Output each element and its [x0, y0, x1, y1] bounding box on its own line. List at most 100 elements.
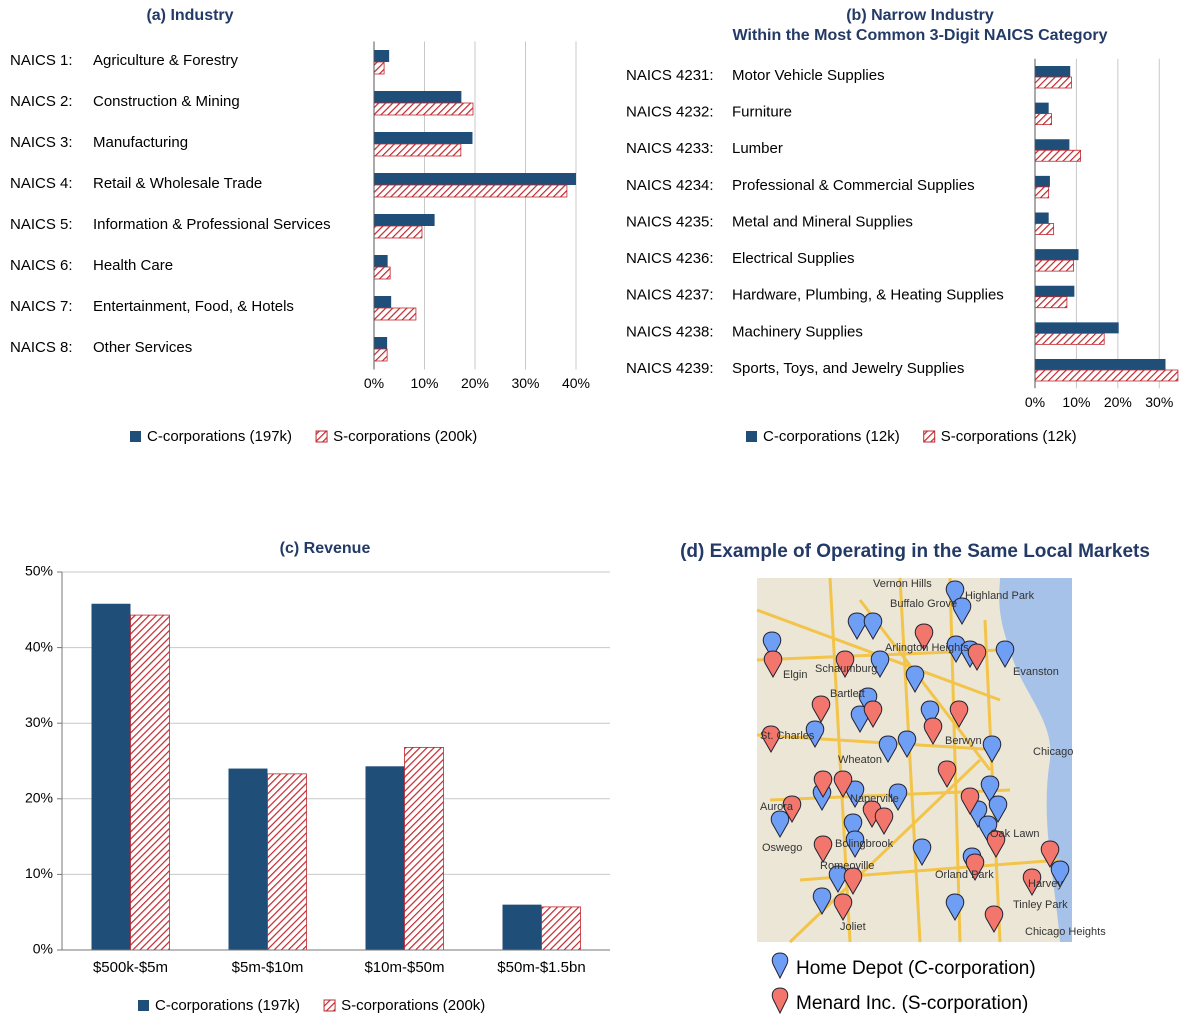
- map-panel: (d) Example of Operating in the Same Loc…: [680, 541, 1150, 1015]
- category-label: Information & Professional Services: [93, 216, 331, 233]
- map-pin: [843, 867, 863, 896]
- legend-swatch: [923, 430, 936, 443]
- category-label: Sports, Toys, and Jewelry Supplies: [732, 360, 964, 377]
- map-pin: [967, 643, 987, 672]
- legend-swatch: [323, 999, 336, 1012]
- bar: [1034, 186, 1050, 199]
- bar: [1035, 175, 1050, 187]
- category-label: Electrical Supplies: [732, 250, 855, 267]
- map-place-label: Bolingbrook: [835, 838, 894, 850]
- legend-label: C-corporations (197k): [147, 428, 292, 445]
- map-pin: [945, 893, 965, 922]
- x-tick-label: 20%: [1104, 394, 1132, 410]
- chart-title: (b) Narrow Industry: [846, 7, 994, 24]
- category-code: NAICS 4237:: [626, 287, 714, 304]
- map-pin: [984, 905, 1004, 934]
- bar: [374, 173, 576, 185]
- bar: [1034, 76, 1072, 89]
- y-tick-label: 10%: [25, 865, 53, 881]
- x-tick-label: 0%: [1025, 394, 1045, 410]
- map-place-label: St. Charles: [760, 730, 815, 742]
- bar: [1034, 296, 1068, 309]
- bar: [1034, 149, 1081, 162]
- y-tick-label: 30%: [25, 714, 53, 730]
- bar: [365, 766, 405, 950]
- x-tick-label: 30%: [1145, 394, 1173, 410]
- map-pin: [986, 830, 1006, 859]
- map-place-label: Buffalo Grove: [890, 598, 957, 610]
- map-place-label: Evanston: [1013, 666, 1059, 678]
- map-place-label: Vernon Hills: [873, 578, 932, 590]
- map-place-label: Highland Park: [965, 590, 1035, 602]
- map-legend-label: Menard Inc. (S-corporation): [796, 993, 1028, 1014]
- category-code: NAICS 4234:: [626, 177, 714, 194]
- x-tick-label: $5m-$10m: [232, 959, 304, 976]
- map-title: (d) Example of Operating in the Same Loc…: [680, 541, 1150, 562]
- map-place-label: Berwyn: [945, 735, 982, 747]
- bar: [374, 214, 435, 226]
- bar: [1035, 66, 1071, 78]
- category-label: Agriculture & Forestry: [93, 52, 239, 69]
- map-pin: [811, 695, 831, 724]
- x-tick-label: 40%: [562, 375, 590, 391]
- map-pin: [888, 783, 908, 812]
- legend-swatch: [130, 431, 141, 442]
- map-place-label: Oswego: [762, 842, 802, 854]
- legend-pin-red: [771, 987, 789, 1015]
- map-pin: [870, 650, 890, 679]
- map-legend-label: Home Depot (C-corporation): [796, 958, 1036, 979]
- bar: [374, 255, 388, 267]
- bar: [1035, 102, 1049, 114]
- map-place-label: Arlington Heights: [885, 642, 969, 654]
- category-label: Manufacturing: [93, 134, 188, 151]
- x-tick-label: 20%: [461, 375, 489, 391]
- map-pin: [1022, 868, 1042, 897]
- chart-subtitle: Within the Most Common 3-Digit NAICS Cat…: [733, 27, 1108, 44]
- map-place-label: Elgin: [783, 669, 807, 681]
- map-place-label: Naperville: [850, 793, 899, 805]
- bar: [1035, 212, 1049, 224]
- legend-label: S-corporations (12k): [941, 428, 1077, 445]
- map-pin: [905, 665, 925, 694]
- legend-label: C-corporations (197k): [155, 997, 300, 1014]
- map-pin: [923, 717, 943, 746]
- category-label: Metal and Mineral Supplies: [732, 213, 913, 230]
- bar: [404, 746, 444, 951]
- map-pin: [812, 887, 832, 916]
- map-place-label: Joliet: [840, 921, 866, 933]
- legend-swatch: [138, 1000, 149, 1011]
- bar: [1035, 249, 1079, 261]
- map-pin: [863, 612, 883, 641]
- map-pin: [835, 650, 855, 679]
- y-tick-label: 0%: [33, 941, 53, 957]
- bar: [374, 91, 462, 103]
- map-place-label: Chicago Heights: [1025, 926, 1106, 938]
- bar: [373, 61, 385, 75]
- category-label: Machinery Supplies: [732, 323, 863, 340]
- bar: [1034, 369, 1179, 382]
- y-tick-label: 40%: [25, 638, 53, 654]
- legend-label: S-corporations (200k): [341, 997, 485, 1014]
- legend-swatch: [746, 431, 757, 442]
- map-pin: [914, 623, 934, 652]
- bar: [541, 906, 581, 951]
- category-code: NAICS 4236:: [626, 250, 714, 267]
- map-pin: [845, 830, 865, 859]
- map-pin: [813, 835, 833, 864]
- map-pin: [878, 735, 898, 764]
- category-code: NAICS 4232:: [626, 104, 714, 121]
- bar: [1034, 332, 1105, 345]
- category-code: NAICS 7:: [10, 298, 73, 315]
- category-code: NAICS 3:: [10, 134, 73, 151]
- bar: [91, 603, 131, 950]
- legend-label: C-corporations (12k): [763, 428, 900, 445]
- category-label: Health Care: [93, 257, 173, 274]
- category-code: NAICS 8:: [10, 339, 73, 356]
- legend-swatch: [315, 430, 328, 443]
- category-label: Other Services: [93, 339, 192, 356]
- category-label: Construction & Mining: [93, 93, 240, 110]
- category-label: Furniture: [732, 104, 792, 121]
- bar: [1035, 322, 1119, 334]
- bar: [374, 50, 390, 62]
